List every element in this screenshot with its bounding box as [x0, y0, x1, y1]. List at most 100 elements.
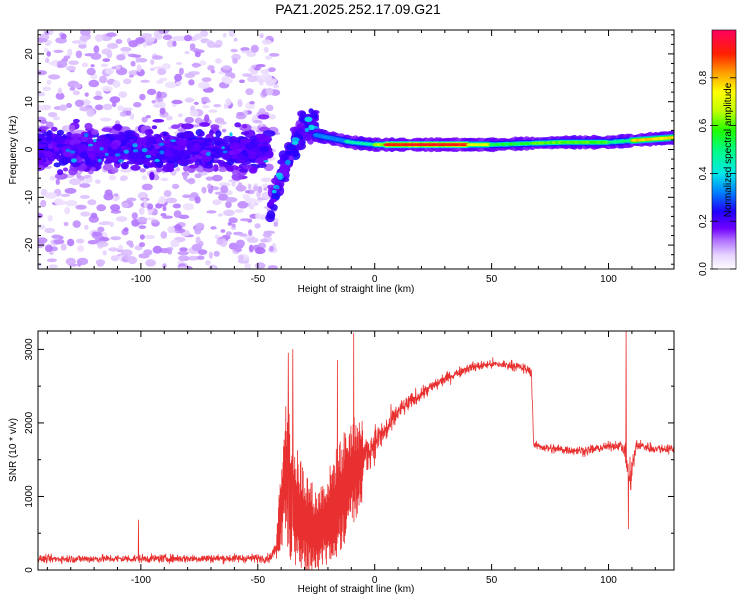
- spectral-noise-blob: [121, 249, 133, 257]
- spectral-band-blob: [176, 139, 187, 146]
- spectral-noise-blob: [101, 48, 112, 55]
- spectral-noise-blob: [255, 247, 266, 255]
- spectral-noise-blob: [207, 183, 212, 190]
- spectral-noise-blob: [218, 168, 228, 173]
- spectral-speckle: [205, 151, 211, 157]
- spectral-noise-blob: [208, 109, 218, 113]
- y-tick-label: 0: [24, 567, 35, 573]
- spectral-band-blob: [222, 153, 228, 159]
- spectral-noise-blob: [249, 203, 255, 210]
- spectral-speckle: [221, 146, 225, 150]
- spectral-noise-blob: [188, 197, 196, 202]
- spectral-noise-blob: [45, 57, 50, 64]
- spectral-noise-blob: [234, 247, 243, 252]
- signal-trace-core: [671, 136, 674, 139]
- spectral-band-blob: [105, 156, 116, 161]
- spectral-noise-blob: [245, 190, 250, 194]
- spectral-speckle: [69, 150, 76, 154]
- spectral-noise-blob: [113, 123, 123, 131]
- spectral-speckle: [123, 149, 129, 154]
- spectral-band-blob: [166, 143, 172, 148]
- spectral-noise-blob: [255, 212, 262, 220]
- spectral-band-blob: [164, 152, 174, 157]
- spectral-noise-blob: [104, 189, 113, 197]
- spectral-noise-blob: [145, 217, 156, 221]
- spectral-noise-blob: [213, 104, 222, 108]
- spectral-noise-blob: [92, 231, 103, 237]
- spectral-noise-blob: [150, 59, 155, 65]
- spectral-noise-blob: [201, 77, 212, 83]
- x-tick-label: 50: [486, 274, 498, 285]
- spectral-noise-blob: [228, 217, 238, 224]
- spectral-noise-blob: [220, 121, 227, 125]
- spectral-noise-blob: [162, 263, 167, 269]
- spectral-noise-blob: [194, 51, 201, 58]
- spectral-noise-blob: [72, 90, 81, 96]
- spectral-band-blob: [145, 140, 154, 148]
- spectral-noise-blob: [220, 185, 229, 194]
- spectral-noise-blob: [185, 97, 194, 103]
- spectral-noise-blob: [141, 33, 153, 38]
- spectral-noise-blob: [194, 196, 201, 204]
- spectral-noise-blob: [133, 102, 142, 108]
- spectral-noise-blob: [273, 222, 279, 227]
- x-tick-label: -100: [131, 575, 151, 586]
- spectral-band-blob: [178, 150, 186, 157]
- spectral-noise-blob: [268, 67, 276, 72]
- spectral-noise-blob: [138, 208, 144, 214]
- spectral-noise-blob: [58, 104, 68, 111]
- spectral-noise-blob: [55, 178, 60, 185]
- spectral-noise-blob: [171, 124, 180, 129]
- spectral-band-blob: [121, 146, 131, 152]
- spectral-noise-blob: [260, 69, 269, 75]
- spectral-band-blob: [258, 145, 270, 153]
- spectral-noise-blob: [81, 62, 89, 67]
- spectral-noise-blob: [156, 91, 162, 99]
- spectral-noise-blob: [225, 197, 238, 203]
- spectral-noise-blob: [202, 105, 210, 109]
- spectral-noise-blob: [120, 175, 129, 181]
- spectral-noise-blob: [204, 114, 210, 123]
- spectral-noise-blob: [178, 255, 190, 262]
- spectral-noise-blob: [182, 173, 188, 181]
- spectral-band-blob: [244, 142, 256, 150]
- spectral-noise-blob: [118, 244, 123, 251]
- spectral-noise-blob: [194, 227, 202, 235]
- spectral-noise-blob: [127, 256, 138, 265]
- spectral-band-blob: [255, 157, 267, 165]
- spectral-speckle: [154, 158, 160, 163]
- spectral-band-blob: [80, 137, 89, 142]
- spectral-noise-blob: [205, 176, 214, 181]
- spectral-noise-blob: [121, 107, 133, 111]
- spectral-noise-blob: [231, 181, 236, 187]
- spectral-noise-blob: [191, 243, 202, 251]
- spectral-noise-blob: [177, 266, 189, 269]
- spectral-noise-blob: [242, 73, 253, 77]
- spectral-noise-blob: [249, 101, 255, 105]
- spectral-transition-blob: [271, 177, 279, 185]
- spectral-noise-blob: [111, 167, 119, 174]
- spectral-noise-blob: [138, 242, 146, 248]
- spectral-noise-blob: [48, 264, 58, 269]
- spectral-noise-blob: [258, 186, 263, 194]
- spectral-band-blob: [228, 151, 236, 156]
- y-tick-label: -10: [24, 190, 35, 205]
- spectral-noise-blob: [127, 53, 138, 58]
- colorbar-tick-label: 0.8: [698, 70, 709, 84]
- y-tick-label: 1000: [24, 485, 35, 508]
- spectral-noise-blob: [130, 60, 136, 67]
- spectral-speckle: [132, 143, 138, 148]
- spectral-noise-blob: [233, 37, 238, 42]
- spectral-noise-blob: [102, 103, 113, 111]
- spectral-band-blob: [213, 140, 224, 146]
- spectral-noise-blob: [84, 92, 89, 97]
- spectral-noise-blob: [173, 210, 182, 218]
- spectral-noise-blob: [167, 248, 173, 255]
- spectral-noise-blob: [38, 237, 48, 244]
- spectral-band-blob: [38, 143, 48, 148]
- spectral-noise-blob: [223, 209, 235, 217]
- spectral-noise-blob: [38, 212, 43, 219]
- spectral-noise-blob: [210, 124, 220, 130]
